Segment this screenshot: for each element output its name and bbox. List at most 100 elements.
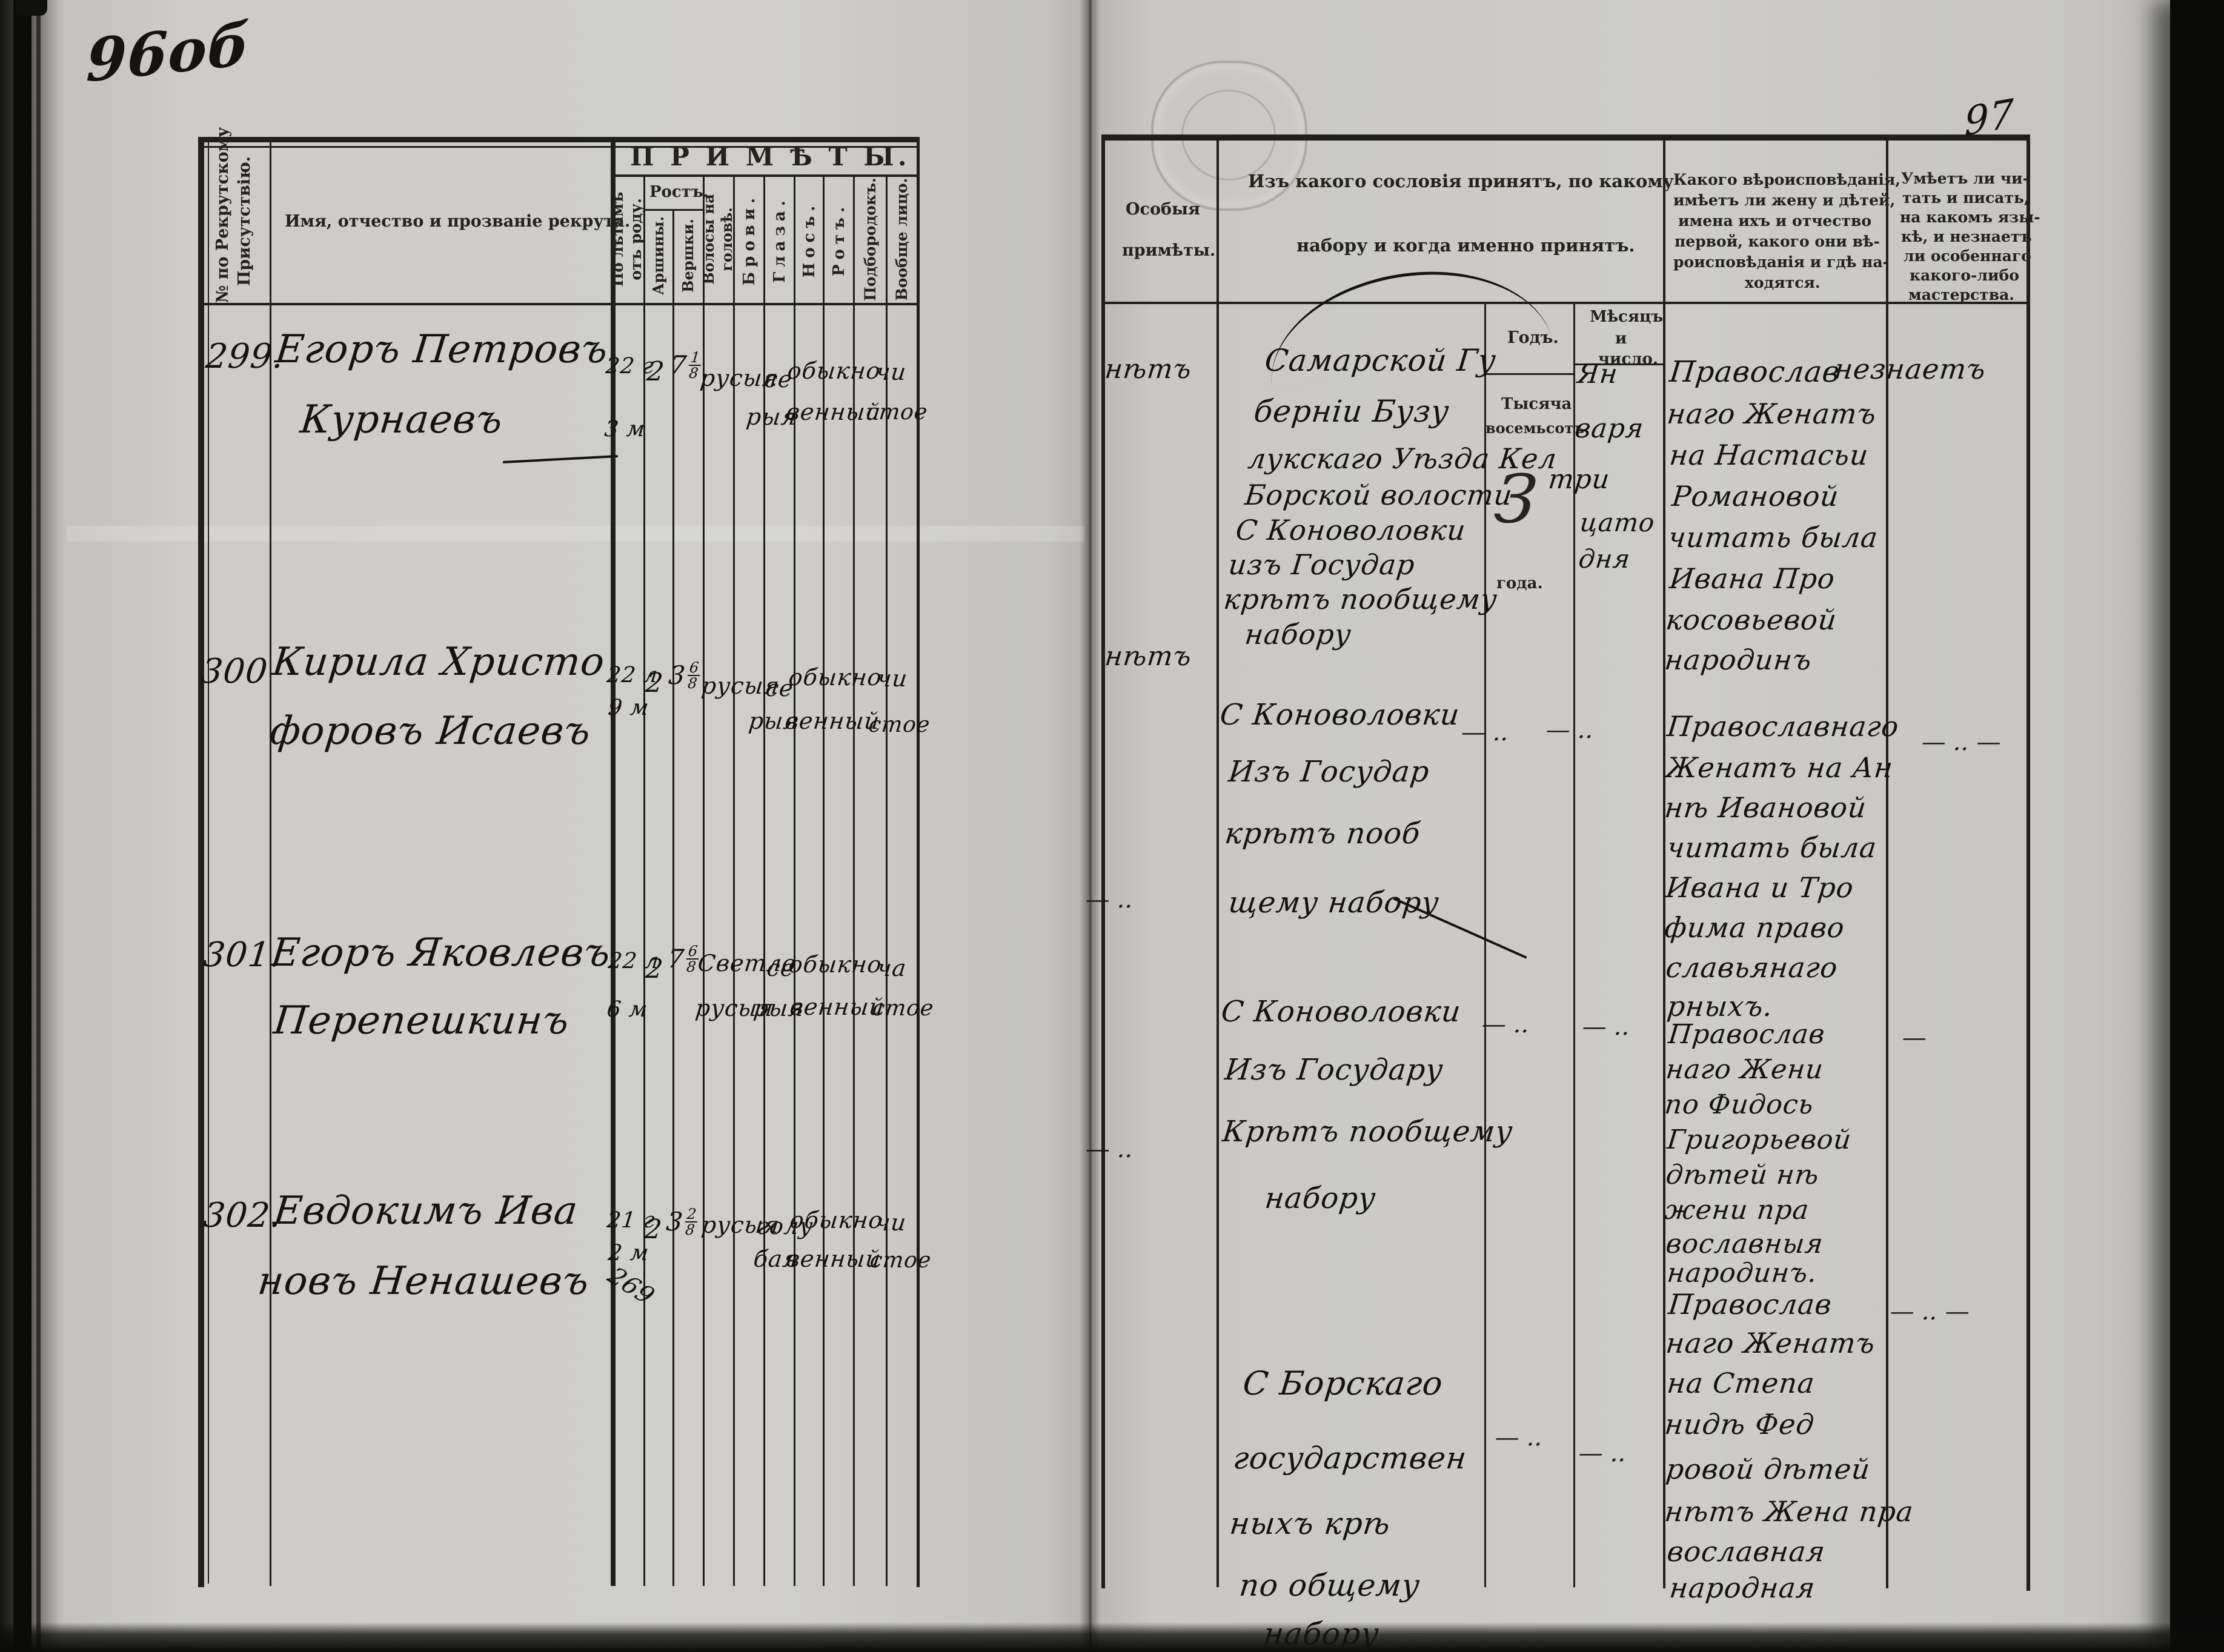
column-header-gramota-7: мастерства. xyxy=(1908,286,2014,304)
vershki-int: 3 xyxy=(665,1207,685,1236)
column-header-mesyats-1: Мѣсяцъ xyxy=(1590,308,1664,326)
column-header-glaza: Глаза. xyxy=(771,196,789,283)
rule xyxy=(1101,134,1105,1588)
religion-text: народинъ xyxy=(1663,643,1814,676)
page-crease xyxy=(67,526,1084,542)
estate-text: государствен xyxy=(1231,1441,1469,1476)
estate-text: Изъ Государ xyxy=(1227,755,1432,789)
book-edge-left xyxy=(0,0,64,1652)
rule xyxy=(733,176,735,1586)
religion-text: читать была xyxy=(1665,831,1879,864)
religion-text: Ивана и Тро xyxy=(1664,871,1856,904)
rule xyxy=(823,176,825,1586)
recruit-name: форовъ Исаевъ xyxy=(268,709,593,754)
religion-text: Романовой xyxy=(1670,480,1841,513)
month-value: цато xyxy=(1578,508,1657,537)
column-header-age: По лѣтамъ отъ роду. xyxy=(609,179,645,300)
row-number: 300 xyxy=(199,652,270,691)
rule xyxy=(886,176,888,1586)
recruit-name: новъ Ненашевъ xyxy=(256,1259,592,1304)
religion-text: славьянаго xyxy=(1664,951,1840,984)
ditto-mark: — xyxy=(1900,1024,1928,1052)
vershki-int: 7 xyxy=(668,350,689,380)
column-header-god: Годъ. xyxy=(1507,328,1559,347)
column-header-osobye-1: Особыя xyxy=(1126,200,1200,219)
recruit-name: Кирила Христо xyxy=(270,640,607,685)
estate-text: по общему xyxy=(1237,1568,1422,1603)
religion-text: читать была xyxy=(1667,521,1880,554)
recruit-name: Курнаевъ xyxy=(298,397,505,442)
estate-text: Борской волости xyxy=(1243,479,1515,511)
rule xyxy=(1573,363,1665,365)
estate-text: изъ Государ xyxy=(1227,548,1417,581)
arshiny-value: 2 xyxy=(645,356,666,387)
column-header-vera-4: первой, какого они вѣ- xyxy=(1675,233,1880,250)
vershki-num: 2 xyxy=(685,1206,699,1222)
ditto-mark: — .. xyxy=(1577,1439,1628,1467)
column-header-recruit-number: № по Рекрутскому Присутствію. xyxy=(212,127,256,303)
rule xyxy=(794,176,795,1586)
column-header-podborodok: Подбородокъ. xyxy=(861,177,879,301)
primety-title: П Р И М Ѣ Т Ы. xyxy=(630,142,911,171)
nose-value: обыкно xyxy=(788,1207,885,1233)
rule xyxy=(1217,134,1219,1587)
vershki-int: 3 xyxy=(667,660,688,690)
ditto-mark: — .. xyxy=(1459,718,1510,746)
vershki-num: 1 xyxy=(688,349,703,366)
special-marks: — .. xyxy=(1084,886,1135,914)
nose-value: венный xyxy=(783,708,881,734)
age-value: 9 м xyxy=(606,695,651,720)
rule xyxy=(198,137,204,1587)
column-header-nos: Носъ. xyxy=(800,201,818,278)
age-value: 6 м xyxy=(605,997,649,1022)
rule xyxy=(1101,302,2028,304)
column-header-line: головѣ. xyxy=(718,207,735,271)
arshiny-value: 2 xyxy=(643,1214,664,1245)
column-header-line: отъ роду. xyxy=(627,198,645,280)
book-gutter xyxy=(1080,0,1100,1652)
religion-text: Православнаго xyxy=(1665,710,1901,743)
vershki-int: 7 xyxy=(666,944,686,974)
column-header-vera-5: роисповѣданія и гдѣ на- xyxy=(1673,253,1890,271)
vershki-den: 8 xyxy=(688,365,700,382)
column-header-vera-3: имена ихъ и отчество xyxy=(1678,212,1872,230)
rule xyxy=(270,142,271,1586)
nose-value: обыкно xyxy=(787,664,883,691)
religion-text: ровой дѣтей xyxy=(1664,1453,1872,1485)
ditto-mark: — .. xyxy=(1493,1424,1544,1451)
column-header-arshiny: Аршины. xyxy=(649,216,667,295)
estate-text: С Коноволовки xyxy=(1234,514,1468,546)
binding-bar xyxy=(13,0,32,1652)
religion-text: вославныя xyxy=(1664,1229,1825,1259)
religion-text: на Настасьи xyxy=(1668,439,1870,471)
estate-text: набору xyxy=(1261,1616,1381,1651)
ditto-mark: — .. xyxy=(1480,1010,1531,1038)
ditto-mark: — .. — xyxy=(1888,1298,1971,1325)
book-edge-bottom xyxy=(0,1622,2224,1652)
religion-text: наго Жени xyxy=(1664,1054,1825,1085)
estate-text: Изъ Государу xyxy=(1223,1053,1446,1087)
nose-value: венный xyxy=(785,1246,883,1272)
rule xyxy=(1484,373,1575,375)
column-header-line: № по Рекрутскому xyxy=(213,127,232,303)
rule xyxy=(1663,134,1665,1588)
religion-text: нѣ Ивановой xyxy=(1663,791,1868,824)
estate-text: крѣтъ пооб xyxy=(1223,817,1422,851)
rule xyxy=(1573,302,1575,1587)
recruit-name: Егоръ Петровъ xyxy=(273,327,611,372)
column-header-vershki: Вершки. xyxy=(679,219,697,293)
face-value: чи xyxy=(875,665,909,692)
column-header-name: Имя, отчество и прозваніе рекрута. xyxy=(285,212,631,231)
religion-text: рныхъ. xyxy=(1665,990,1775,1023)
face-value: стое xyxy=(871,996,935,1021)
god-printed-tysjacha: Тысяча xyxy=(1501,395,1572,413)
ditto-mark: — .. — xyxy=(1920,728,2003,756)
religion-text: жени пра xyxy=(1663,1195,1811,1226)
column-header-gramota-2: тать и писать, xyxy=(1902,189,2030,207)
binding-bar-thin xyxy=(36,0,41,1652)
rule xyxy=(198,303,918,305)
column-header-gramota-4: кѣ, и незнаетъ xyxy=(1901,228,2032,245)
